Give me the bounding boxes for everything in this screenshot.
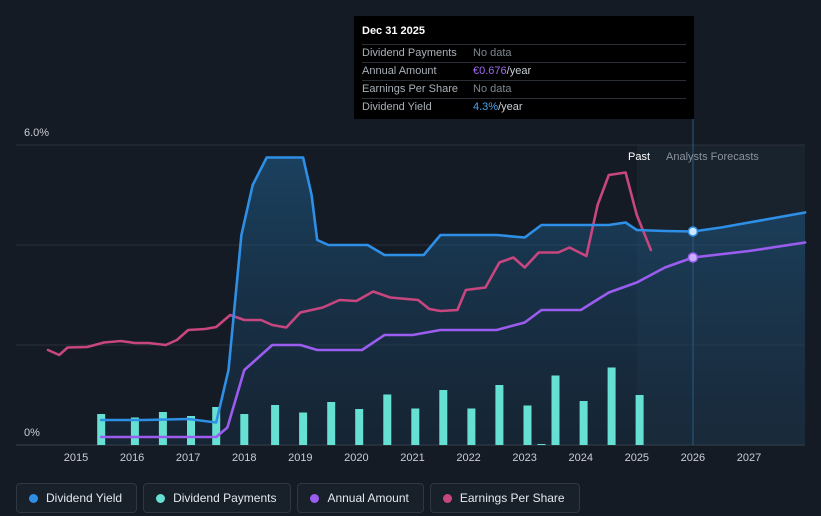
tooltip-value: No data: [473, 47, 512, 59]
dividend-yield-point: [687, 226, 699, 237]
x-tick-label: 2025: [625, 452, 649, 464]
tooltip: Dec 31 2025 Dividend Payments No data An…: [354, 16, 694, 119]
dividend-chart: 2015 2016 2017 2018 2019 2020 2021 2022 2023 2024…: [16, 119, 807, 464]
dividend-payment-bar: [383, 394, 392, 445]
dividend-payment-bar: [607, 367, 616, 445]
x-tick-label: 2020: [344, 452, 368, 464]
dividend-payment-bar: [523, 405, 532, 445]
tooltip-suffix: /year: [506, 65, 532, 77]
dividend-payment-bar: [495, 385, 504, 445]
dividend-payment-bar: [130, 417, 139, 445]
x-tick-label: 2021: [400, 452, 424, 464]
legend-item-dividend-yield[interactable]: Dividend Yield: [16, 483, 138, 513]
x-tick-label: 2023: [512, 452, 536, 464]
past-label: Past: [628, 151, 650, 163]
series-lines: [46, 156, 807, 439]
x-tick-label: 2024: [569, 452, 593, 464]
dividend-payment-bar: [411, 408, 420, 445]
tooltip-value: 4.3%: [473, 101, 499, 113]
dividend-payment-bar: [439, 390, 448, 445]
legend-item-annual-amount[interactable]: Annual Amount: [297, 483, 424, 513]
x-tick-label: 2026: [681, 452, 705, 464]
tooltip-row-earnings-per-share: Earnings Per Share No data: [362, 81, 686, 99]
legend-dot-icon: [29, 493, 38, 503]
y-tick-top: 6.0%: [24, 127, 49, 139]
x-axis: 2015 2016 2017 2018 2019 2020 2021 2022 2023 2024…: [64, 452, 761, 464]
dividend-payment-bar: [271, 405, 280, 445]
legend-label: Dividend Payments: [173, 491, 277, 505]
x-tick-label: 2018: [232, 452, 256, 464]
tooltip-label: Earnings Per Share: [362, 83, 458, 95]
dividend-payment-bar: [240, 414, 249, 445]
tooltip-value: €0.676: [473, 65, 507, 77]
dividend-payment-bar: [187, 416, 195, 445]
legend-label: Earnings Per Share: [459, 491, 565, 505]
dividend-payment-bar: [355, 409, 364, 445]
x-tick-label: 2027: [737, 452, 761, 464]
dividend-payment-bar: [212, 407, 221, 445]
tooltip-label: Dividend Payments: [362, 47, 457, 59]
tooltip-row-annual-amount: Annual Amount €0.676/year: [362, 63, 686, 81]
tooltip-value: No data: [473, 83, 512, 95]
x-tick-label: 2015: [64, 452, 88, 464]
annual-amount-line: [99, 241, 807, 439]
earnings-per-share-line: [46, 171, 653, 357]
tooltip-row-dividend-payments: Dividend Payments No data: [362, 45, 686, 63]
dividend-yield-line: [99, 156, 807, 424]
legend-label: Annual Amount: [327, 491, 409, 505]
y-tick-bottom: 0%: [24, 427, 40, 439]
x-tick-label: 2017: [176, 452, 200, 464]
dividend-payment-bar: [467, 408, 476, 445]
tooltip-label: Dividend Yield: [362, 101, 432, 113]
x-tick-label: 2019: [288, 452, 312, 464]
legend-dot-icon: [310, 493, 320, 503]
dividend-payment-bar: [579, 401, 588, 445]
tooltip-date: Dec 31 2025: [362, 24, 686, 45]
dividend-payment-bar: [635, 395, 644, 445]
legend-item-earnings-per-share[interactable]: Earnings Per Share: [429, 483, 580, 513]
tooltip-suffix: /year: [498, 101, 523, 113]
dividend-payment-bar: [158, 412, 167, 445]
x-tick-label: 2022: [456, 452, 480, 464]
dividend-payment-bar: [551, 375, 560, 445]
annual-amount-point: [687, 252, 699, 263]
dividend-payment-bar: [537, 444, 546, 445]
forecast-label: Analysts Forecasts: [666, 151, 759, 163]
dividend-payment-bar: [97, 414, 106, 445]
series-areas: [101, 157, 806, 445]
tooltip-label: Annual Amount: [362, 65, 437, 77]
legend: Dividend Yield Dividend Payments Annual …: [16, 483, 580, 515]
dividend-payment-bar: [299, 412, 308, 445]
x-tick-label: 2016: [120, 452, 144, 464]
dividend-payments-bars: [97, 367, 644, 445]
legend-label: Dividend Yield: [46, 491, 123, 505]
legend-dot-icon: [156, 493, 166, 503]
legend-item-dividend-payments[interactable]: Dividend Payments: [143, 483, 292, 513]
tooltip-row-dividend-yield: Dividend Yield 4.3%/year: [362, 99, 686, 116]
dividend-yield-area: [101, 157, 806, 445]
legend-dot-icon: [442, 493, 452, 503]
dividend-payment-bar: [327, 402, 336, 445]
highlight-points: [687, 226, 699, 263]
